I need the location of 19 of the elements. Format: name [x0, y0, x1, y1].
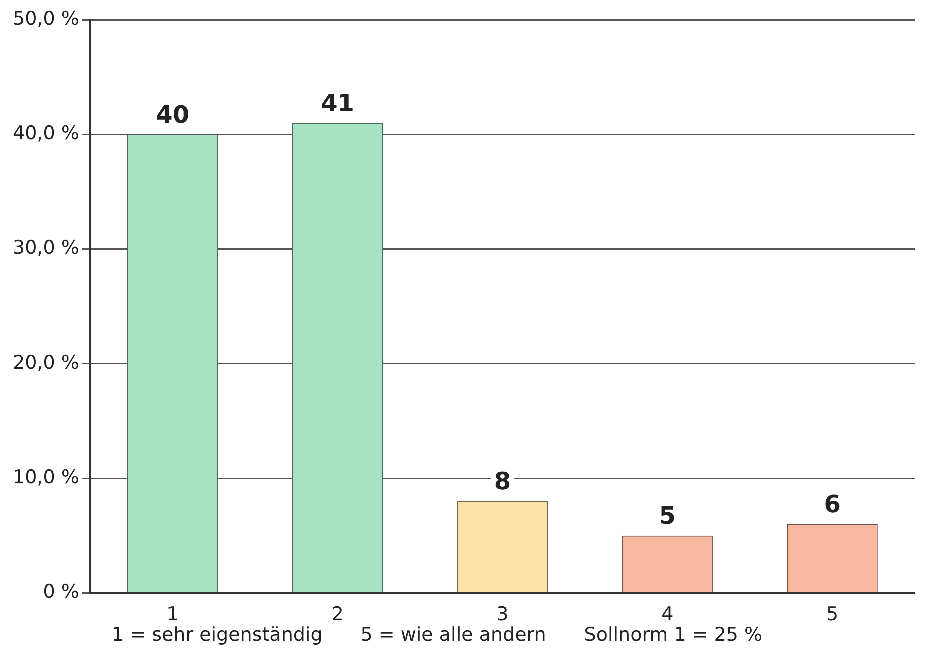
y-tick-label: 20,0 %: [12, 352, 80, 374]
y-tick-label: 10,0 %: [12, 466, 80, 488]
y-tick-label: 40,0 %: [12, 122, 80, 145]
text: Sollnorm 1 = 25 %: [584, 624, 763, 646]
data-label: 41: [321, 89, 354, 118]
x-tick-label: 3: [496, 604, 509, 626]
x-tick-label: 1: [166, 604, 179, 626]
data-label: 40: [156, 100, 190, 129]
x-tick-label: 5: [826, 604, 839, 626]
x-tick-label: 4: [662, 604, 674, 626]
text: 5 = wie alle andern: [360, 624, 546, 646]
data-label: 8: [494, 468, 512, 496]
y-tick-label: 50,0 %: [12, 8, 80, 30]
x-tick-label: 2: [332, 604, 344, 626]
y-tick-label: 30,0 %: [12, 237, 80, 260]
text: 1 = sehr eigenständig: [112, 624, 323, 646]
y-tick-label: 0 %: [43, 581, 80, 604]
data-label: 6: [824, 490, 841, 519]
data-label: 5: [659, 502, 676, 530]
